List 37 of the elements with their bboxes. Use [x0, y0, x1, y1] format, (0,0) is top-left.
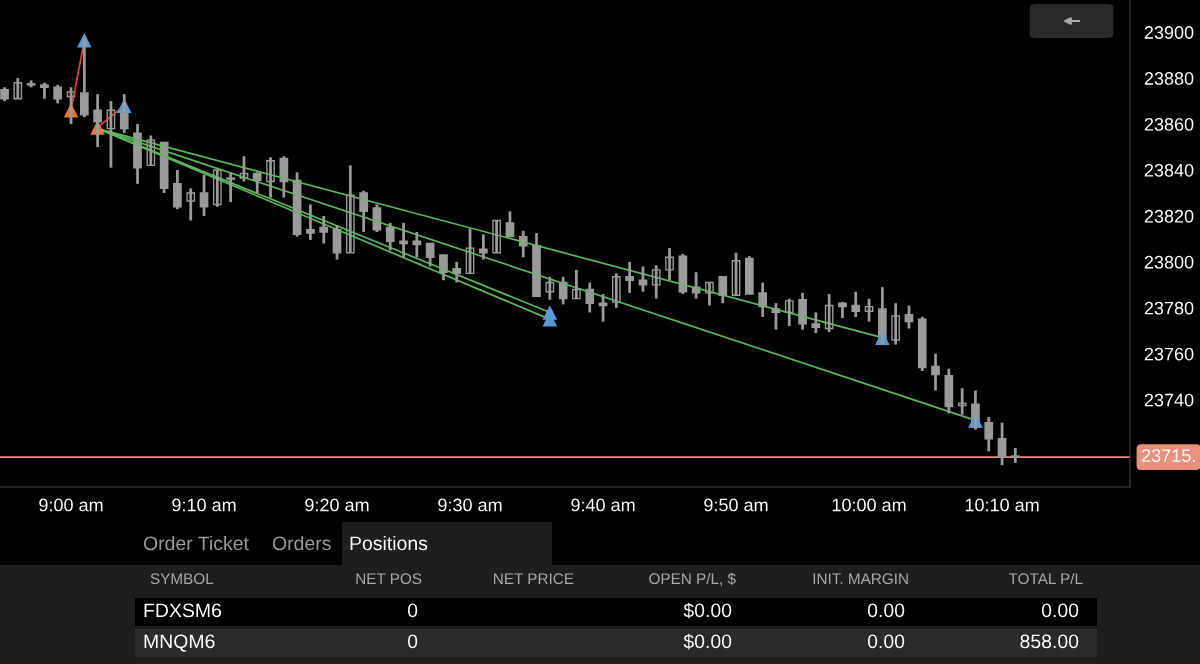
- text: Positions: [350, 535, 428, 551]
- text: 0.00: [867, 634, 905, 649]
- y-tick-label: 23760: [1144, 347, 1194, 361]
- x-tick-label: 9:30 am: [438, 498, 502, 512]
- y-tick-label: 23840: [1144, 163, 1194, 177]
- text: NET POS: [356, 573, 422, 585]
- text: MNQM6: [144, 634, 215, 652]
- y-tick-label: 23880: [1144, 72, 1194, 85]
- y-tick-label: 23740: [1144, 393, 1194, 407]
- text: Orders: [272, 535, 331, 551]
- ref-line-label: 23715.: [1142, 449, 1195, 462]
- text: 0.00: [1041, 603, 1079, 618]
- text: INIT. MARGIN: [813, 573, 908, 585]
- y-tick-label: 23800: [1144, 255, 1194, 269]
- x-tick-label: 9:00 am: [39, 498, 103, 512]
- text: $0.00: [683, 633, 732, 650]
- x-tick-label: 9:20 am: [305, 498, 369, 512]
- x-tick-label: 9:50 am: [704, 498, 768, 512]
- x-tick-label: 10:10 am: [965, 498, 1039, 512]
- text: 0.00: [867, 603, 905, 618]
- text: Order Ticket: [143, 535, 249, 551]
- text: 858.00: [1020, 634, 1079, 649]
- y-tick-label: 23780: [1144, 301, 1194, 315]
- y-tick-label: 23860: [1144, 117, 1194, 131]
- x-tick-label: 9:10 am: [172, 498, 236, 512]
- text: OPEN P/L, $: [649, 572, 736, 586]
- text: 0: [407, 634, 418, 649]
- text: TOTAL P/L: [1008, 572, 1083, 585]
- text: 0: [407, 603, 418, 618]
- x-tick-label: 9:40 am: [571, 498, 635, 512]
- text: NET PRICE: [494, 573, 574, 585]
- x-tick-label: 10:00 am: [832, 498, 906, 512]
- y-tick-label: 23820: [1144, 209, 1194, 223]
- text: FDXSM6: [144, 603, 222, 618]
- y-tick-label: 23900: [1144, 26, 1194, 39]
- text: SYMBOL: [150, 573, 214, 585]
- text: $0.00: [683, 602, 732, 619]
